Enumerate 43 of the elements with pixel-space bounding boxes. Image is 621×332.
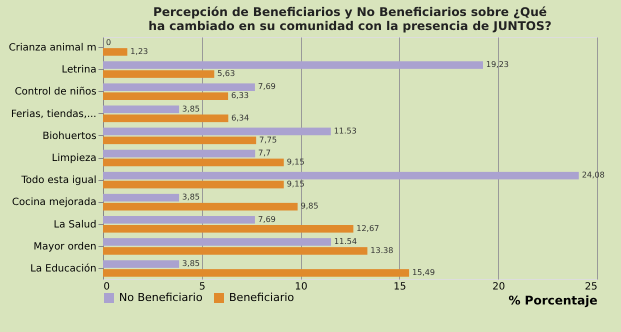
data-label: 7,75 (259, 135, 277, 144)
y-tick-label: Control de niños (14, 86, 96, 98)
data-label: 0 (106, 38, 112, 48)
chart-title: Percepción de Beneficiarios y No Beneficiarios sobre ¿Qué ha cambiado en su comunidad con la presencia de JUNTOS? (148, 5, 552, 33)
data-label: 12,67 (356, 224, 380, 233)
x-axis-title: % Porcentaje (508, 294, 598, 308)
data-label: 13.38 (370, 246, 394, 255)
data-label: 6,33 (231, 91, 249, 100)
y-tick-label: Limpieza (52, 153, 96, 164)
x-tick-label: 5 (199, 282, 206, 292)
data-label: 3,85 (182, 259, 200, 268)
data-label: 3,85 (182, 104, 200, 114)
data-label: 6,34 (231, 113, 250, 122)
data-label: 19,23 (486, 60, 509, 70)
y-tick-label: Crianza animal m (8, 42, 96, 54)
y-tick-label: La Salud (54, 219, 96, 230)
y-tick-label: Ferias, tiendas,... (10, 108, 96, 120)
data-label: 24,08 (582, 170, 605, 180)
y-tick-label: Cocina mejorada (12, 197, 96, 208)
x-tick-label: 0 (104, 282, 110, 292)
x-tick-label: 25 (584, 282, 598, 292)
data-label: 3,85 (182, 192, 200, 202)
data-label: 5,63 (217, 69, 236, 78)
legend-label: No Beneficiario (119, 291, 203, 304)
data-label: 9,15 (286, 180, 305, 189)
y-tick-label: Todo esta igual (20, 175, 96, 186)
y-tick-label: La Educación (30, 264, 96, 274)
data-label: 15,49 (412, 268, 435, 277)
y-tick-label: Biohuertos (42, 130, 96, 142)
data-label: 9,85 (300, 202, 318, 211)
data-label: 11.54 (334, 236, 357, 246)
y-tick-label: Mayor orden (34, 241, 96, 252)
data-label: 11.53 (334, 126, 357, 136)
data-label: 1,23 (130, 46, 148, 56)
y-tick-label: Letrina (62, 64, 96, 76)
x-tick-label: 20 (492, 282, 506, 292)
data-label: 7,69 (258, 82, 276, 92)
data-label: 9,15 (286, 157, 305, 166)
data-label: 7,69 (258, 214, 276, 224)
x-tick-label: 15 (394, 282, 406, 292)
data-label: 7,7 (258, 148, 271, 158)
x-tick-label: 10 (294, 282, 308, 292)
legend-label: Beneficiario (229, 291, 294, 304)
